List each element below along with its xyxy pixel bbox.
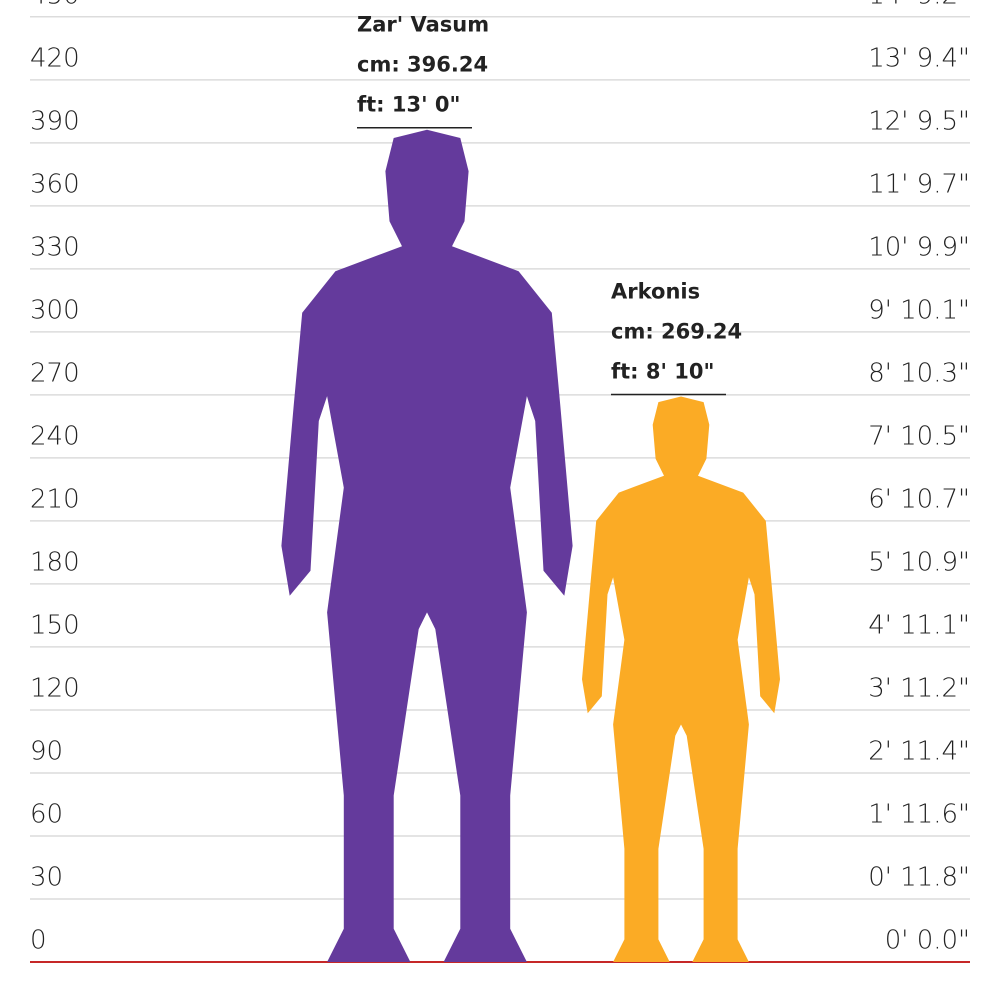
y-tick-label: 30 xyxy=(30,862,63,892)
y-tick-label: 420 xyxy=(30,43,80,73)
y-tick-label: 0 xyxy=(30,926,47,956)
y-tick-label: 270 xyxy=(30,358,80,388)
y2-tick-label: 5' 10.9" xyxy=(868,547,970,577)
y-tick-label: 60 xyxy=(30,799,63,829)
y2-tick-label: 4' 11.1" xyxy=(868,610,970,640)
y2-tick-label: 1' 11.6" xyxy=(868,799,970,829)
figure-name: Arkonis xyxy=(611,279,700,303)
y-tick-label: 300 xyxy=(30,295,80,325)
figure xyxy=(582,396,780,962)
y-tick-label: 120 xyxy=(30,673,80,703)
y-tick-label: 180 xyxy=(30,547,80,577)
y-tick-label: 210 xyxy=(30,484,80,514)
y2-tick-label: 0' 11.8" xyxy=(868,862,970,892)
y2-tick-label: 6' 10.7" xyxy=(868,484,970,514)
y2-tick-label: 11' 9.7" xyxy=(868,169,970,199)
y2-tick-label: 3' 11.2" xyxy=(868,673,970,703)
y2-tick-label: 12' 9.5" xyxy=(868,106,970,136)
y2-tick-label: 13' 9.4" xyxy=(868,43,970,73)
y-tick-label: 150 xyxy=(30,610,80,640)
y2-tick-label: 7' 10.5" xyxy=(868,421,970,451)
y2-tick-label: 14' 9.2" xyxy=(868,0,970,10)
figure-name: Zar' Vasum xyxy=(357,13,489,37)
y2-tick-label: 9' 10.1" xyxy=(868,295,970,325)
y-tick-label: 90 xyxy=(30,736,63,766)
y2-tick-label: 8' 10.3" xyxy=(868,358,970,388)
ft-label: ft: 8' 10" xyxy=(611,359,714,383)
figure xyxy=(281,129,573,962)
ft-label: ft: 13' 0" xyxy=(357,93,460,117)
y-tick-label: 450 xyxy=(30,0,80,10)
y2-tick-label: 0' 0.0" xyxy=(885,926,970,956)
y-tick-label: 390 xyxy=(30,106,80,136)
y-tick-label: 240 xyxy=(30,421,80,451)
y2-tick-label: 10' 9.9" xyxy=(868,232,970,262)
y-tick-label: 330 xyxy=(30,232,80,262)
y-tick-label: 360 xyxy=(30,169,80,199)
cm-label: cm: 269.24 xyxy=(611,319,742,343)
y2-tick-label: 2' 11.4" xyxy=(868,736,970,766)
cm-label: cm: 396.24 xyxy=(357,53,488,77)
